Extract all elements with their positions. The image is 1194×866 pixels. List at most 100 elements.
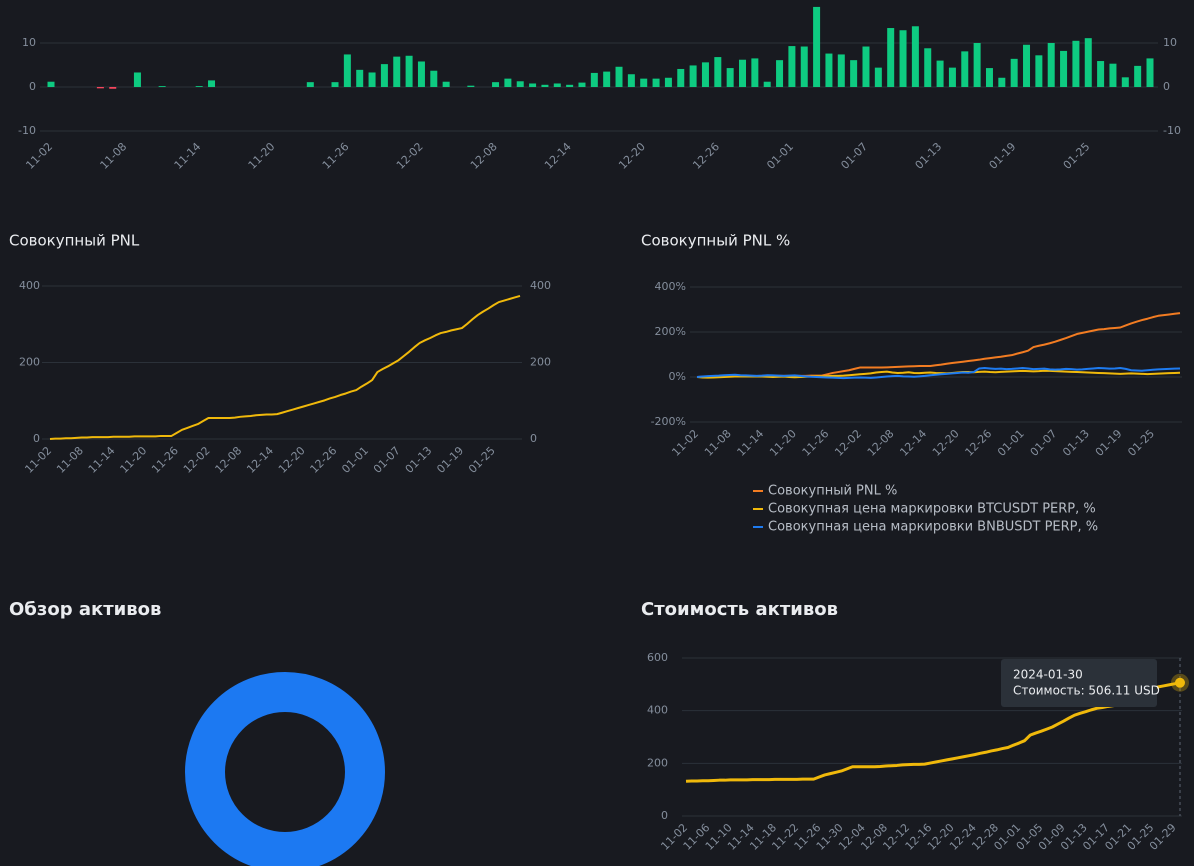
bar <box>973 43 981 87</box>
y-tick-label: 0 <box>33 432 40 445</box>
tooltip-value: Стоимость: 506.11 USD <box>1013 684 1160 698</box>
y-tick-label: 600 <box>647 651 668 664</box>
bar <box>689 65 697 87</box>
x-tick-label: 12-14 <box>542 140 574 172</box>
bar <box>627 74 635 87</box>
y-tick-label: 200 <box>19 356 40 369</box>
line <box>685 681 1181 783</box>
bar <box>850 60 858 87</box>
x-tick-label: 01-07 <box>1028 427 1060 459</box>
x-tick-label: 11-26 <box>800 427 832 459</box>
bar <box>158 86 166 87</box>
bar <box>467 85 475 87</box>
bar <box>701 62 709 87</box>
bar <box>998 77 1006 87</box>
x-tick-label: 11-20 <box>246 140 278 172</box>
bar <box>640 78 648 87</box>
tooltip-date: 2024-01-30 <box>1013 668 1083 682</box>
x-tick-label: 12-26 <box>690 140 722 172</box>
bar <box>1047 43 1055 87</box>
x-tick-label: 12-02 <box>394 140 426 172</box>
y-tick-label: 10 <box>22 36 36 49</box>
x-tick-label: 11-14 <box>172 140 204 172</box>
x-tick-label: 11-20 <box>767 427 799 459</box>
x-tick-label: 01-19 <box>1093 427 1125 459</box>
bar <box>1035 55 1043 87</box>
line <box>49 294 521 440</box>
bar <box>1060 50 1068 87</box>
bar <box>1109 63 1117 87</box>
bar <box>813 6 821 88</box>
y-tick-label: -200% <box>651 415 686 428</box>
bar <box>1121 77 1129 87</box>
point <box>1175 677 1185 688</box>
bar <box>948 67 956 87</box>
x-tick-label: 11-02 <box>23 140 55 172</box>
x-tick-label: 12-02 <box>181 444 213 476</box>
bar <box>961 51 969 87</box>
bar <box>714 57 722 87</box>
bar <box>343 54 351 87</box>
bar <box>417 61 425 87</box>
bar <box>590 72 598 87</box>
y-tick-label: -10 <box>1163 124 1181 137</box>
y-tick-label: 0 <box>530 432 537 445</box>
x-tick-label: 12-14 <box>897 427 929 459</box>
x-tick-label: 11-26 <box>149 444 181 476</box>
bar <box>1072 40 1080 87</box>
y-tick-label: 400% <box>655 280 686 293</box>
x-tick-label: 12-02 <box>832 427 864 459</box>
bar <box>726 68 734 87</box>
bar <box>566 84 574 87</box>
x-tick-label: 11-14 <box>86 444 118 476</box>
bar <box>516 81 524 87</box>
bar <box>763 81 771 87</box>
bar <box>862 46 870 87</box>
y-tick-label: 0 <box>1163 80 1170 93</box>
y-tick-label: 200 <box>647 756 668 769</box>
x-tick-label: 01-19 <box>987 140 1019 172</box>
x-tick-label: 01-13 <box>1060 427 1092 459</box>
bar <box>739 59 747 87</box>
bar <box>195 86 203 87</box>
x-tick-label: 01-13 <box>403 444 435 476</box>
bar <box>615 66 623 87</box>
bar <box>825 53 833 87</box>
bar <box>430 70 438 87</box>
bar <box>936 60 944 87</box>
bar <box>331 82 339 87</box>
x-tick-label: 12-14 <box>244 444 276 476</box>
bar <box>1146 58 1154 87</box>
y-tick-label: 0 <box>661 809 668 822</box>
bar <box>603 71 611 87</box>
bar <box>442 81 450 87</box>
bar <box>208 80 216 87</box>
line <box>696 369 1181 379</box>
x-tick-label: 11-02 <box>22 444 54 476</box>
bar <box>393 56 401 87</box>
bar <box>306 82 314 87</box>
x-tick-label: 01-01 <box>339 444 371 476</box>
bar <box>553 83 561 87</box>
x-tick-label: 11-02 <box>669 427 701 459</box>
y-tick-label: 0 <box>29 80 36 93</box>
bar <box>109 87 117 89</box>
x-tick-label: 01-01 <box>764 140 796 172</box>
bar <box>578 82 586 87</box>
legend-label: Совокупная цена маркировки BTCUSDT PERP,… <box>768 502 1096 517</box>
y-tick-label: 400 <box>530 279 551 292</box>
x-tick-label: 11-20 <box>118 444 150 476</box>
x-tick-label: 12-26 <box>963 427 995 459</box>
tooltip <box>1001 659 1157 707</box>
chart-title: Обзор активов <box>9 599 161 620</box>
x-tick-label: 12-20 <box>276 444 308 476</box>
x-tick-label: 11-08 <box>98 140 130 172</box>
bar <box>1097 61 1105 87</box>
bar <box>96 87 104 89</box>
bar <box>887 28 895 87</box>
y-tick-label: 0% <box>669 370 686 383</box>
x-tick-label: 01-25 <box>466 444 498 476</box>
bar <box>405 55 413 87</box>
bar <box>664 77 672 87</box>
